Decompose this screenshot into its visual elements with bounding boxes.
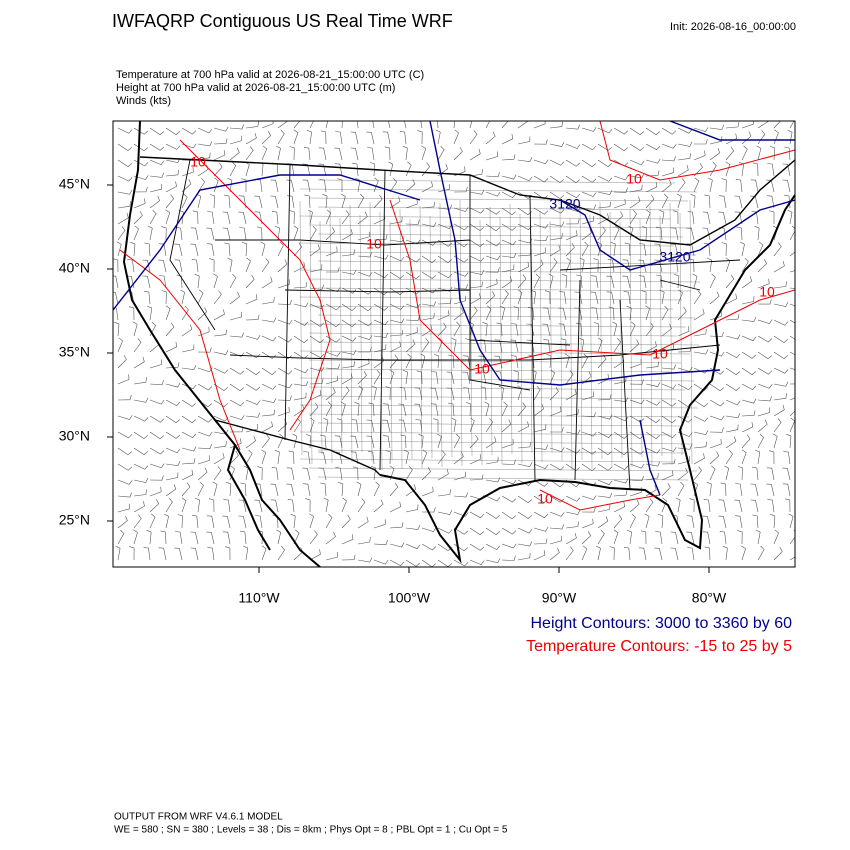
coastline	[122, 121, 795, 567]
field-label: Temperature at 700 hPa valid at 2026-08-…	[116, 69, 424, 81]
map: 10 10 10 10 10 10 10 3120 3120	[112, 120, 796, 568]
county-lines	[299, 179, 701, 481]
temperature-contour	[119, 121, 795, 511]
footer: WE = 580 ; SN = 380 ; Levels = 38 ; Dis …	[114, 825, 508, 836]
border	[139, 156, 795, 476]
init-time: Init: 2026-08-16_00:00:00	[670, 21, 796, 33]
axes: 45°N 40°N 35°N 30°N 25°N 110°W 100°W 90°W 80°W	[59, 176, 727, 606]
lat-label: 35°N	[59, 344, 90, 360]
contour-label: 10	[366, 236, 382, 252]
contour-label: 3120	[659, 249, 690, 265]
wind-barbs	[113, 121, 795, 567]
lat-label: 25°N	[59, 512, 90, 528]
contour-label: 10	[537, 491, 553, 507]
field-label: Winds (kts)	[116, 95, 171, 107]
title: IWFAQRP Contiguous US Real Time WRF	[112, 11, 453, 31]
height-contour	[113, 121, 795, 496]
wind-barb	[113, 121, 795, 567]
footer: OUTPUT FROM WRF V4.6.1 MODEL	[114, 812, 283, 823]
temperature-legend: Temperature Contours: -15 to 25 by 5	[526, 638, 792, 655]
lon-label: 80°W	[692, 590, 727, 606]
contour-label: 10	[626, 171, 642, 187]
contour-label: 10	[190, 154, 206, 170]
contour-label: 10	[759, 284, 775, 300]
contour-label: 10	[652, 346, 668, 362]
lon-label: 100°W	[388, 590, 431, 606]
height-legend: Height Contours: 3000 to 3360 by 60	[530, 615, 792, 632]
contour-labels: 10 10 10 10 10 10 10 3120 3120	[190, 154, 775, 507]
lon-label: 110°W	[238, 590, 280, 606]
lat-label: 30°N	[59, 428, 90, 444]
map-frame	[112, 120, 796, 568]
lat-label: 40°N	[59, 260, 90, 276]
field-label: Height at 700 hPa valid at 2026-08-21_15…	[116, 82, 395, 94]
contour-label: 3120	[549, 196, 580, 212]
lat-label: 45°N	[59, 176, 90, 192]
contour-label: 10	[474, 361, 490, 377]
lon-label: 90°W	[542, 590, 577, 606]
